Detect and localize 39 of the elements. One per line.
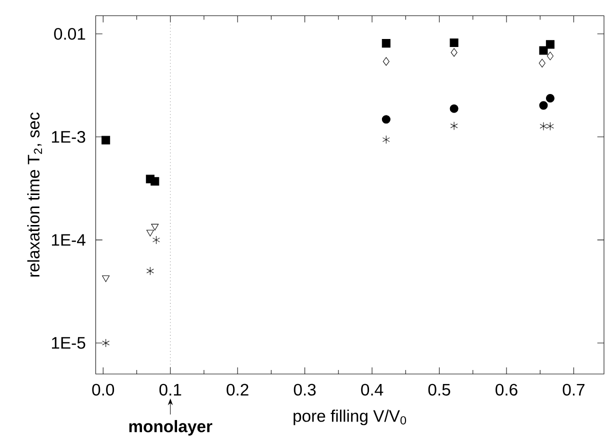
- point: [450, 122, 458, 130]
- text: monolayer: [129, 420, 212, 436]
- y-tick-label: 1E-5: [52, 337, 86, 349]
- point: [382, 135, 390, 144]
- point: [546, 122, 554, 130]
- point: [546, 40, 554, 49]
- x-tick-label: 0.7: [562, 384, 584, 396]
- point: [102, 338, 110, 348]
- point: [382, 57, 390, 66]
- point: [546, 94, 554, 103]
- x-tick-label: 0.5: [428, 384, 450, 396]
- point: [146, 266, 154, 276]
- x-tick-label: 0.0: [92, 384, 114, 396]
- x-tick-label: 0.3: [294, 384, 316, 396]
- y-tick-label: 1E-3: [52, 131, 86, 143]
- x-tick-label: 0.1: [159, 384, 182, 396]
- y-tick-label: 0.01: [54, 28, 86, 40]
- point: [450, 38, 458, 48]
- point: [540, 122, 548, 130]
- point: [450, 104, 458, 113]
- point: [382, 39, 390, 48]
- point: [450, 48, 458, 57]
- x-tick-label: 0.4: [361, 384, 384, 396]
- point: [382, 115, 390, 124]
- y-axis-title: relaxation time T$_{2}$, sec: [27, 112, 42, 277]
- point: [151, 224, 159, 230]
- point: [539, 46, 548, 55]
- point: [546, 52, 554, 60]
- x-axis-title: pore filling V/V$_{0}$: [294, 410, 406, 426]
- point: [538, 58, 546, 68]
- point: [152, 236, 160, 244]
- point: [102, 275, 110, 282]
- x-tick-label: 0.2: [226, 384, 248, 396]
- x-tick-label: 0.6: [496, 384, 518, 396]
- y-tick-label: 1E-4: [52, 234, 86, 246]
- point: [102, 136, 110, 144]
- point: [150, 177, 160, 186]
- point: [539, 101, 548, 110]
- point: [146, 230, 154, 236]
